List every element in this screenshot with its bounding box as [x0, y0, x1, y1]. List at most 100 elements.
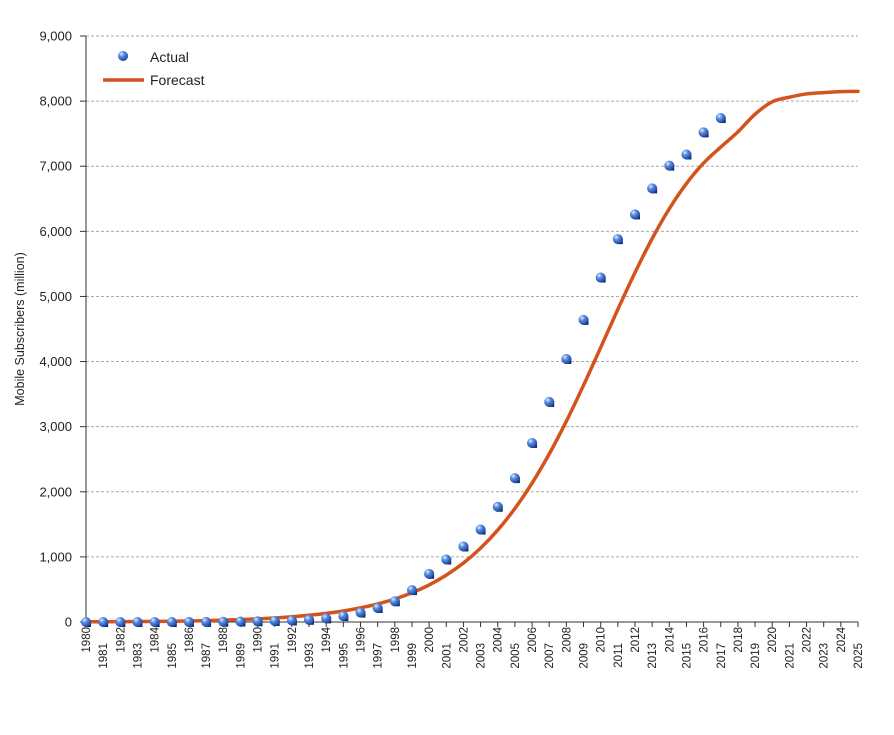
x-tick-label: 2011	[613, 643, 625, 668]
y-tick-label: 6,000	[39, 224, 72, 239]
actual-point	[389, 596, 400, 607]
actual-point	[698, 127, 709, 138]
legend-forecast-label: Forecast	[150, 72, 205, 88]
y-tick-label: 1,000	[39, 549, 72, 564]
x-tick-label: 2022	[802, 627, 814, 653]
legend-actual-marker	[118, 51, 128, 61]
x-tick-label: 1991	[270, 643, 282, 669]
x-tick-label: 1981	[98, 643, 110, 669]
actual-point	[218, 616, 229, 627]
x-tick-label: 2003	[476, 643, 488, 669]
actual-point	[475, 524, 486, 535]
actual-point	[338, 611, 349, 622]
x-tick-label: 2008	[561, 627, 573, 653]
y-tick-label: 8,000	[39, 94, 72, 109]
actual-point	[715, 113, 726, 124]
x-tick-label: 1998	[390, 627, 402, 653]
x-tick-label: 1999	[407, 643, 419, 669]
x-tick-label: 2020	[767, 627, 779, 653]
actual-point	[166, 617, 177, 627]
x-tick-label: 1989	[235, 643, 247, 669]
forecast-line	[84, 89, 860, 624]
x-tick-label: 1996	[355, 627, 367, 653]
x-tick-label: 1994	[321, 626, 333, 652]
x-tick-label: 1986	[184, 627, 196, 653]
actual-point	[578, 314, 589, 325]
grid-lines	[86, 35, 858, 558]
y-tick-label: 5,000	[39, 289, 72, 304]
x-tick-label: 2001	[441, 643, 453, 669]
actual-point	[612, 234, 623, 245]
x-axis-tick-labels: 1980 1981 1982 1983 1984 1985 1986 1987 1988 1989…	[81, 626, 865, 668]
x-tick-label: 2007	[544, 643, 556, 669]
actual-point	[81, 617, 91, 627]
x-tick-label: 1997	[373, 643, 385, 669]
actual-point	[372, 603, 383, 614]
x-tick-label: 1984	[150, 626, 162, 652]
x-tick-label: 1993	[304, 643, 316, 669]
x-tick-label: 2021	[784, 643, 796, 669]
actual-point	[321, 613, 332, 624]
actual-point	[355, 607, 366, 618]
actual-point	[201, 616, 212, 627]
x-tick-label: 1987	[201, 643, 213, 669]
actual-point	[406, 585, 417, 596]
x-tick-label: 2013	[647, 643, 659, 669]
x-tick-label: 1995	[338, 643, 350, 669]
x-tick-label: 2005	[510, 643, 522, 669]
x-tick-label: 2018	[733, 627, 745, 653]
actual-point	[98, 617, 109, 627]
actual-point	[664, 160, 675, 171]
legend: Actual Forecast	[103, 49, 205, 88]
x-tick-label: 1983	[132, 643, 144, 669]
x-tick-label: 2006	[527, 627, 539, 653]
x-tick-label: 2014	[664, 626, 676, 652]
actual-point	[235, 616, 246, 627]
legend-actual-label: Actual	[150, 49, 189, 65]
actual-point	[544, 396, 555, 407]
x-tick-label: 2012	[630, 627, 642, 653]
y-tick-label: 2,000	[39, 484, 72, 499]
y-tick-label: 7,000	[39, 159, 72, 174]
actual-point	[132, 617, 143, 627]
actual-point	[629, 209, 640, 220]
actual-point	[441, 554, 452, 565]
x-tick-label: 2016	[699, 627, 711, 653]
actual-point	[269, 615, 280, 626]
x-tick-label: 1988	[218, 627, 230, 653]
actual-point	[115, 617, 126, 627]
x-tick-label: 1980	[81, 627, 93, 653]
actual-point	[561, 353, 572, 364]
y-tick-label: 4,000	[39, 354, 72, 369]
actual-point	[527, 437, 538, 448]
actual-point	[681, 149, 692, 160]
axes	[80, 35, 859, 627]
actual-series	[81, 113, 726, 627]
actual-point	[183, 616, 194, 627]
x-tick-label: 2000	[424, 627, 436, 653]
x-tick-label: 2024	[836, 626, 848, 652]
x-tick-label: 1992	[287, 627, 299, 653]
y-tick-label: 9,000	[39, 29, 72, 44]
x-tick-label: 1990	[253, 627, 265, 653]
actual-point	[304, 614, 315, 625]
forecast-series	[84, 89, 860, 624]
x-tick-label: 2004	[493, 626, 505, 652]
x-tick-label: 1985	[167, 643, 179, 669]
actual-point	[286, 615, 297, 626]
y-tick-label: 3,000	[39, 419, 72, 434]
x-tick-label: 2002	[458, 627, 470, 653]
x-tick-label: 2025	[853, 643, 865, 669]
actual-point	[492, 501, 503, 512]
y-axis-tick-labels: 0 1,000 2,000 3,000 4,000 5,000 6,000 7,000 8,00…	[39, 29, 72, 630]
actual-point	[252, 616, 263, 627]
actual-point	[647, 183, 658, 194]
actual-point	[509, 473, 520, 484]
actual-point	[149, 617, 160, 627]
x-tick-label: 2019	[750, 643, 762, 669]
y-tick-label: 0	[65, 615, 72, 630]
y-axis-title: Mobile Subscribers (million)	[13, 252, 27, 406]
x-tick-label: 2015	[681, 643, 693, 669]
